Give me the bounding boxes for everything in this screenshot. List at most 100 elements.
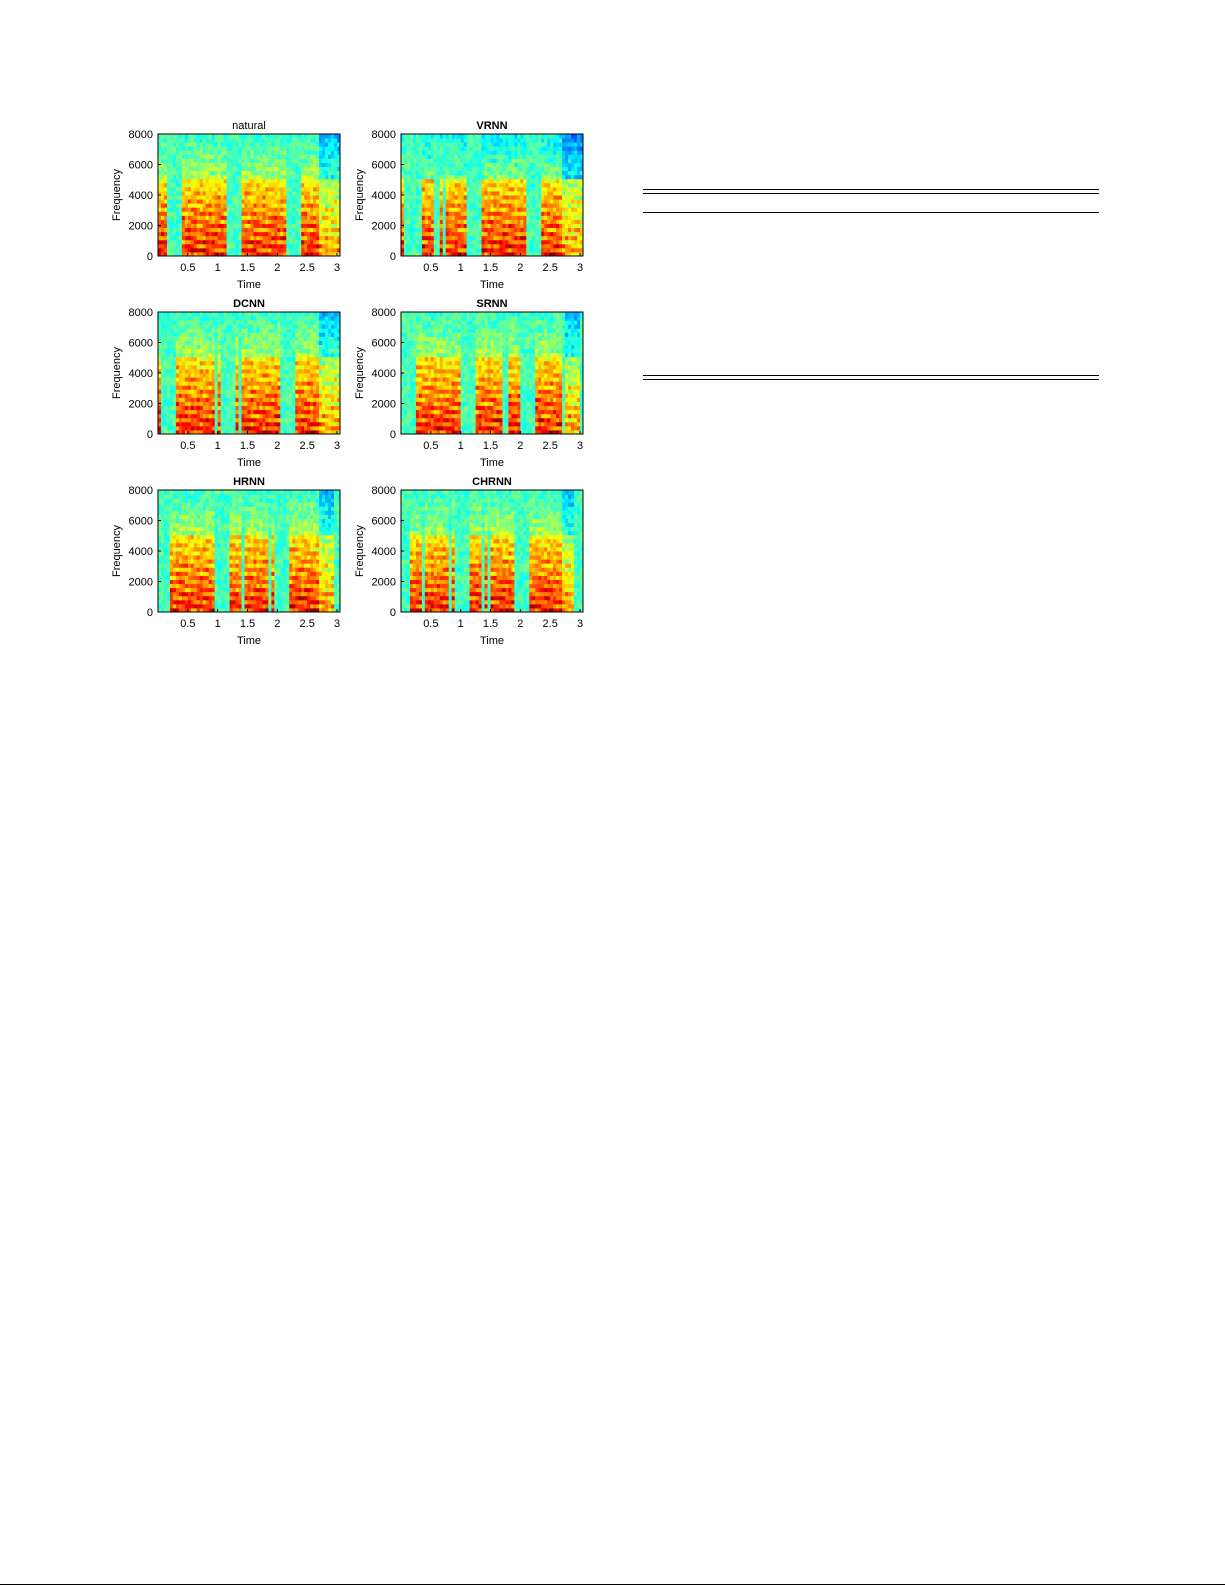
spectrogram-cell bbox=[244, 381, 248, 386]
spectrogram-cell bbox=[175, 389, 180, 394]
spectrogram-cell bbox=[259, 195, 263, 200]
spectrogram-cell bbox=[547, 219, 551, 224]
spectrogram-cell bbox=[307, 134, 311, 139]
spectrogram-cell bbox=[484, 199, 489, 204]
spectrogram-cell bbox=[538, 134, 542, 139]
spectrogram-cell bbox=[280, 385, 284, 390]
spectrogram-cell bbox=[436, 247, 441, 253]
spectrogram-cell bbox=[274, 251, 278, 257]
spectrogram-cell bbox=[529, 170, 533, 176]
spectrogram-cell bbox=[178, 373, 183, 378]
spectrogram-cell bbox=[571, 239, 575, 245]
spectrogram-cell bbox=[286, 166, 290, 172]
spectrogram-cell bbox=[532, 158, 536, 163]
spectrogram-cell bbox=[187, 223, 192, 229]
spectrogram-cell bbox=[217, 146, 222, 151]
spectrogram-cell bbox=[199, 235, 204, 241]
spectrogram-cell bbox=[199, 328, 204, 333]
spectrogram-cell bbox=[184, 223, 189, 229]
spectrogram-cell bbox=[223, 227, 228, 233]
spectrogram-cell bbox=[307, 207, 311, 212]
spectrogram-cell bbox=[181, 316, 186, 321]
spectrogram-cell bbox=[244, 356, 248, 362]
spectrogram-cell bbox=[229, 158, 234, 163]
spectrogram-cell bbox=[463, 199, 468, 204]
spectrogram-cell bbox=[565, 195, 569, 200]
spectrogram-cell bbox=[265, 134, 269, 139]
spectrogram-cell bbox=[478, 174, 483, 180]
spectrogram-cell bbox=[424, 162, 429, 168]
spectrogram-cell bbox=[184, 409, 189, 415]
spectrogram-cell bbox=[562, 199, 566, 204]
spectrogram-cell bbox=[202, 182, 207, 188]
spectrogram-cell bbox=[310, 243, 314, 249]
spectrogram-cell bbox=[158, 344, 162, 350]
spectrogram-cell bbox=[268, 182, 272, 188]
spectrogram-cell bbox=[208, 340, 213, 346]
spectrogram-cell bbox=[232, 340, 237, 346]
spectrogram-cell bbox=[484, 247, 489, 253]
spectrogram-cell bbox=[244, 158, 248, 163]
spectrogram-cell bbox=[256, 203, 260, 208]
spectrogram-cell bbox=[331, 195, 335, 200]
spectrogram-cell bbox=[208, 348, 213, 354]
spectrogram-cell bbox=[187, 195, 192, 200]
spectrogram-cell bbox=[184, 397, 189, 402]
spectrogram-cell bbox=[163, 328, 168, 333]
spectrogram-cell bbox=[211, 385, 216, 390]
spectrogram-cell bbox=[217, 150, 222, 155]
spectrogram-cell bbox=[505, 158, 509, 163]
spectrogram-cell bbox=[409, 162, 414, 168]
spectrogram-cell bbox=[229, 182, 234, 188]
spectrogram-cell bbox=[406, 150, 411, 155]
spectrogram-cell bbox=[244, 405, 248, 411]
spectrogram-cell bbox=[499, 170, 503, 176]
spectrogram-cell bbox=[160, 316, 165, 321]
spectrogram-cell bbox=[214, 215, 219, 220]
spectrogram-cell bbox=[265, 385, 269, 390]
spectrogram-cell bbox=[175, 146, 180, 151]
spectrogram-cell bbox=[259, 421, 263, 427]
spectrogram-cell bbox=[199, 186, 204, 192]
spectrogram-cell bbox=[310, 219, 314, 224]
spectrogram-cell bbox=[175, 429, 180, 435]
spectrogram-cell bbox=[526, 243, 530, 249]
spectrogram-cell bbox=[418, 166, 423, 172]
spectrogram-cell bbox=[292, 154, 296, 159]
spectrogram-cell bbox=[460, 190, 465, 196]
spectrogram-cell bbox=[256, 146, 260, 151]
spectrogram-cell bbox=[457, 190, 462, 196]
spectrogram-cell bbox=[283, 158, 287, 163]
spectrogram-cell bbox=[445, 203, 450, 208]
spectrogram-cell bbox=[169, 364, 174, 370]
spectrogram-cell bbox=[247, 409, 251, 415]
spectrogram-cell bbox=[295, 186, 299, 192]
spectrogram-cell bbox=[172, 348, 177, 354]
spectrogram-cell bbox=[472, 251, 477, 257]
spectrogram-cell bbox=[553, 142, 557, 147]
spectrogram-cell bbox=[469, 174, 474, 180]
spectrogram-cell bbox=[274, 397, 278, 402]
spectrogram-cell bbox=[529, 150, 533, 155]
spectrogram-cell bbox=[490, 142, 494, 147]
spectrogram-cell bbox=[214, 377, 219, 382]
spectrogram-cell bbox=[535, 199, 539, 204]
spectrogram-cell bbox=[553, 231, 557, 237]
spectrogram-cell bbox=[166, 393, 171, 398]
spectrogram-cell bbox=[199, 199, 204, 204]
spectrogram-cell bbox=[298, 134, 302, 139]
spectrogram-cell bbox=[418, 138, 423, 143]
spectrogram-cell bbox=[472, 211, 477, 216]
spectrogram-cell bbox=[457, 174, 462, 180]
spectrogram-cell bbox=[466, 243, 471, 249]
spectrogram-cell bbox=[247, 336, 251, 341]
spectrogram-cell bbox=[412, 195, 417, 200]
spectrogram-cell bbox=[235, 239, 240, 245]
spectrogram-cell bbox=[196, 239, 201, 245]
spectrogram-cell bbox=[289, 166, 293, 172]
spectrogram-cell bbox=[253, 413, 257, 419]
spectrogram-cell bbox=[238, 178, 243, 184]
spectrogram-cell bbox=[472, 186, 477, 192]
y-tick-label: 2000 bbox=[372, 221, 396, 233]
spectrogram-cell bbox=[184, 429, 189, 435]
